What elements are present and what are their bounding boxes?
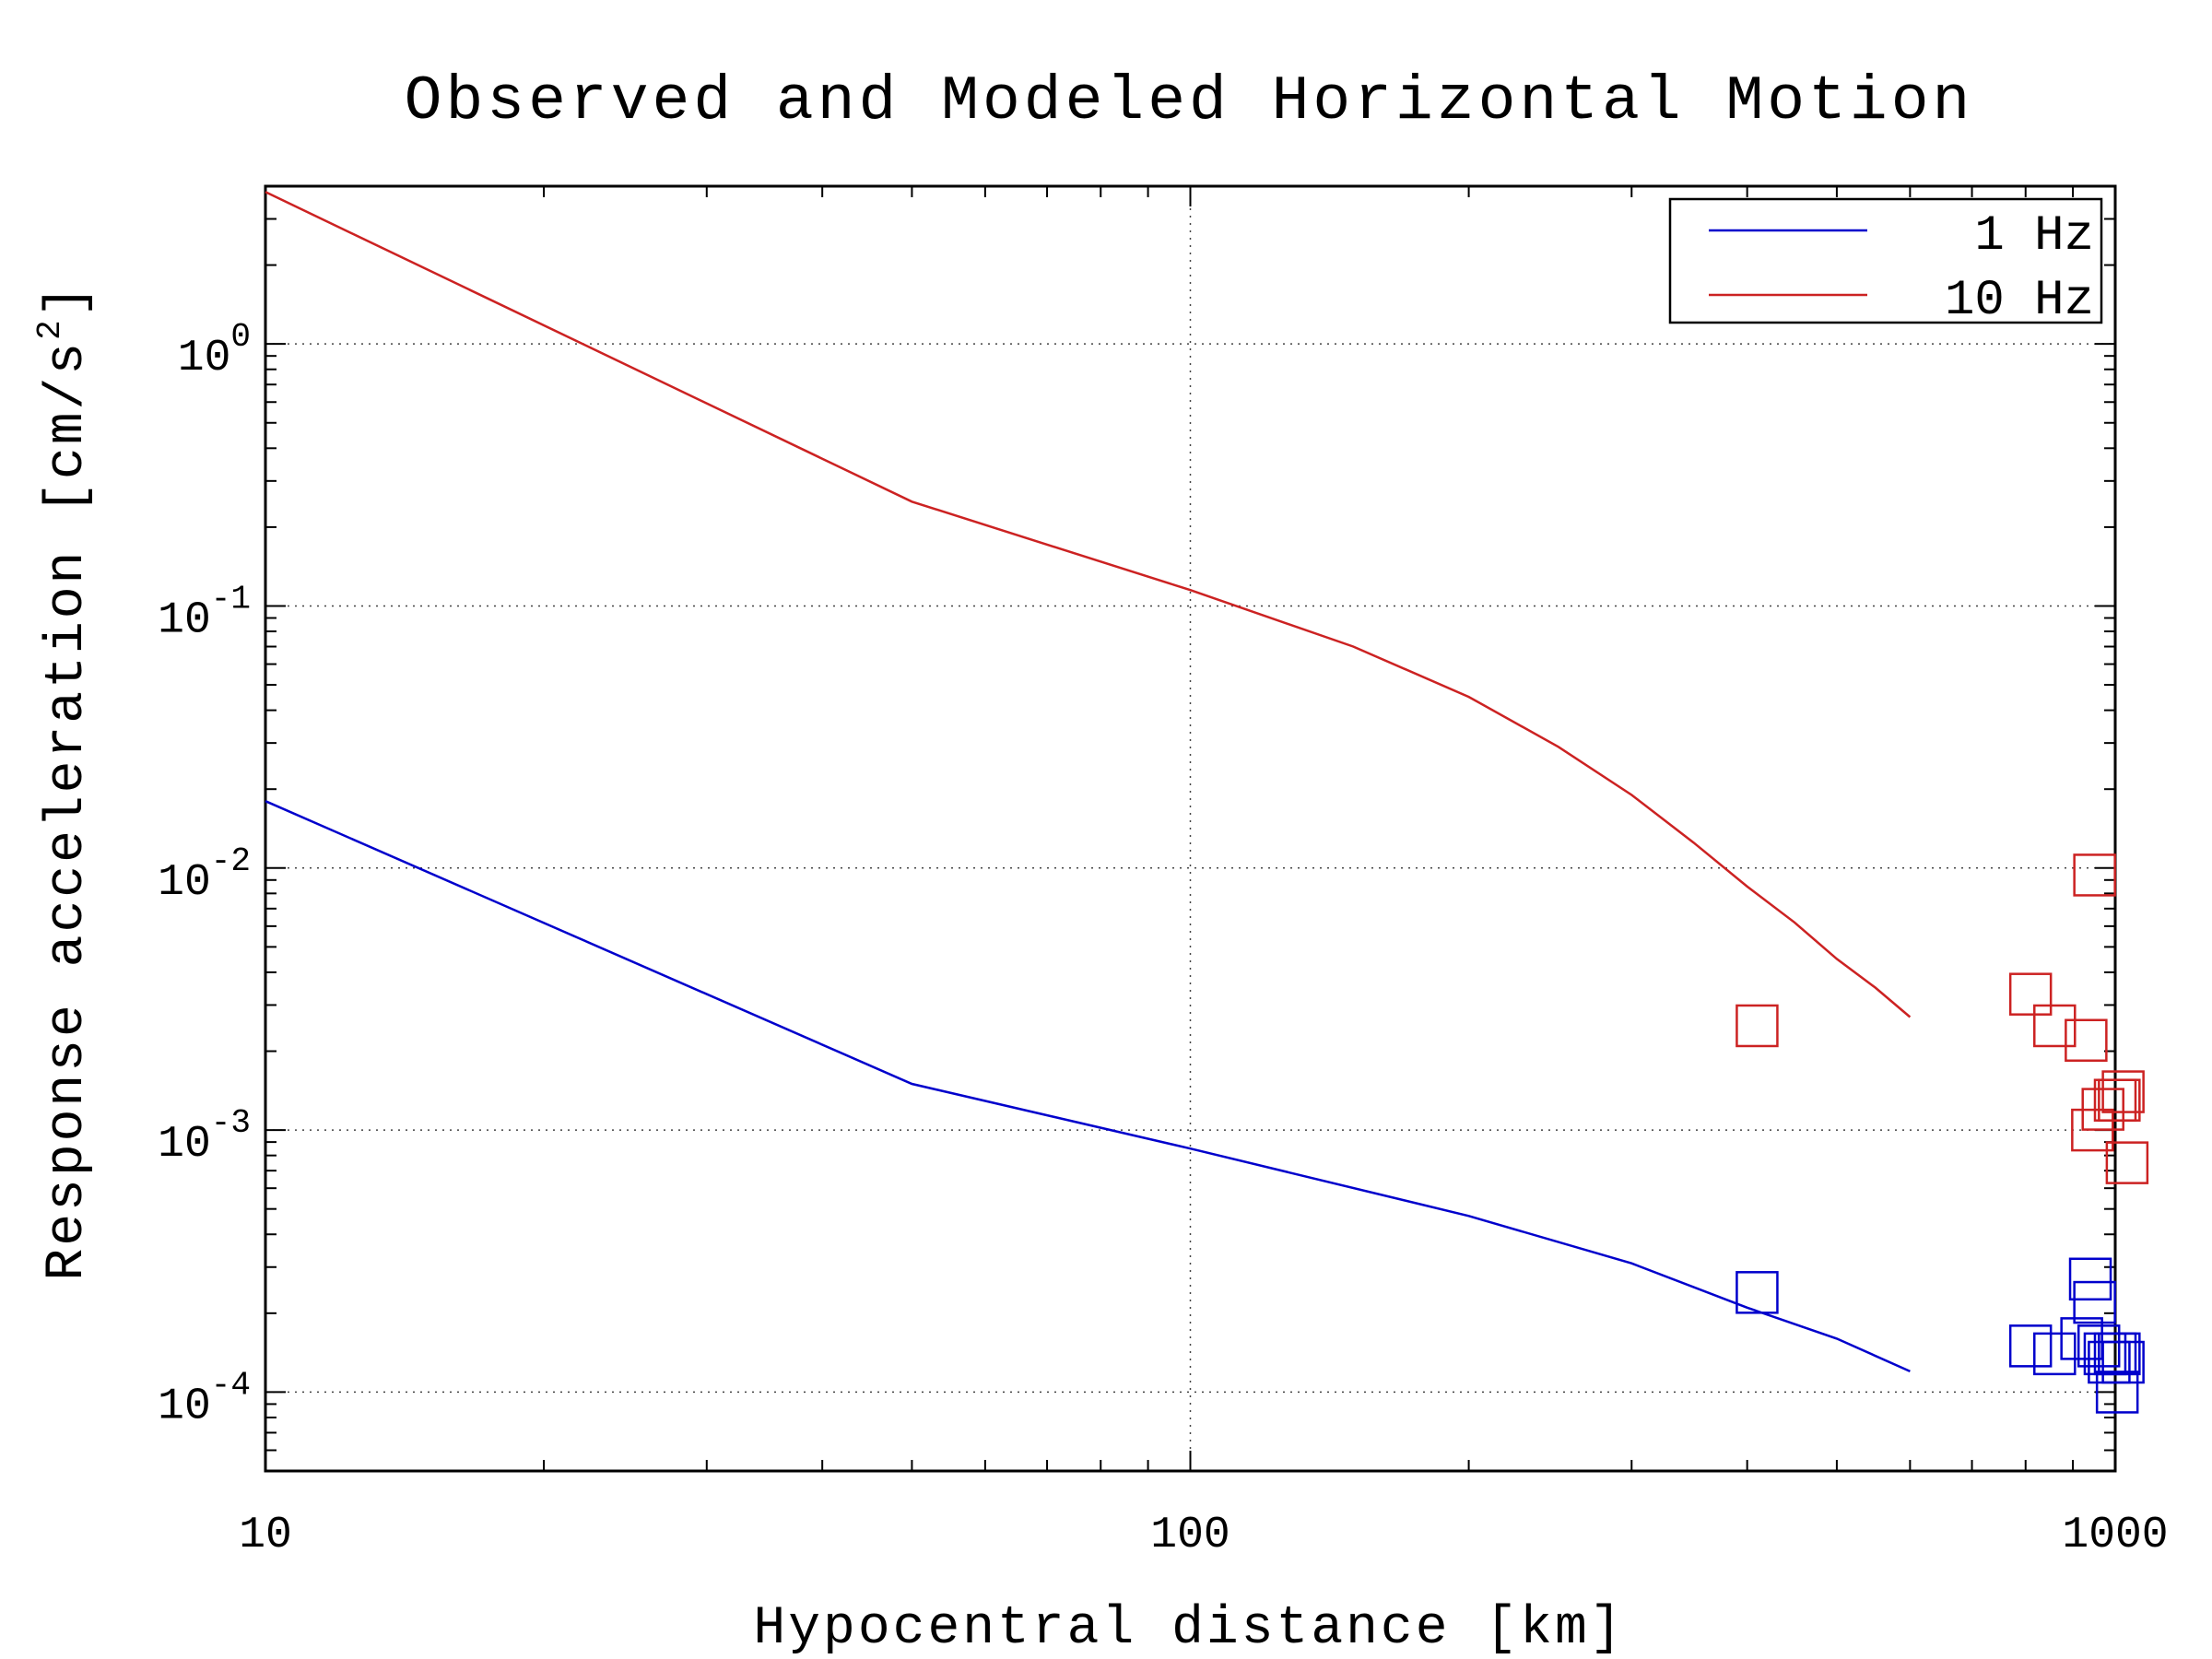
marker-point-3 (2098, 1078, 2141, 1122)
y-tick-label-exponent: -4 (211, 1366, 251, 1404)
marker-point-2 (1735, 1271, 1779, 1314)
y-tick-label-exponent: -1 (211, 580, 251, 618)
y-tick-label: 10-4 (158, 1366, 251, 1431)
y-axis-label-superscript: 2 (31, 317, 69, 340)
series-line-0 (265, 800, 1911, 1373)
marker-point-2 (2068, 1257, 2112, 1301)
marker-point-3 (2073, 853, 2116, 897)
legend-box (1668, 197, 2103, 324)
y-axis-label-end: ] (38, 282, 98, 317)
y-tick-label-base: 10 (158, 858, 211, 908)
x-tick-label: 1000 (2062, 1511, 2168, 1560)
marker-point-2 (2098, 1332, 2141, 1376)
marker-point-2 (2073, 1280, 2116, 1324)
y-tick-label-base: 10 (158, 1382, 211, 1431)
y-axis-label: Response acceleration [cm/s2] (31, 282, 98, 1280)
x-tick-label: 10 (239, 1511, 292, 1560)
y-tick-label-base: 10 (178, 334, 231, 383)
marker-point-3 (2065, 1018, 2108, 1062)
legend: 1 Hz 10 Hz (1668, 197, 2103, 329)
chart-title: Observed and Modeled Horizontal Motion (405, 66, 1974, 137)
legend-label: 10 Hz (1945, 273, 2094, 329)
y-tick-label: 10-1 (158, 580, 251, 645)
y-tick-label-exponent: 0 (230, 318, 251, 356)
y-tick-label: 10-3 (158, 1104, 251, 1170)
marker-point-2 (2033, 1332, 2077, 1376)
marker-point-3 (2101, 1070, 2145, 1113)
series (265, 191, 2149, 1414)
axis-ticks (265, 185, 2116, 1472)
grid-lines (265, 186, 2115, 1471)
marker-point-2 (2101, 1340, 2145, 1384)
marker-point-3 (1735, 1004, 1779, 1048)
y-tick-label: 100 (178, 318, 251, 383)
y-tick-label-base: 10 (158, 595, 211, 645)
y-tick-label: 10-2 (158, 842, 251, 908)
series-line-1 (265, 191, 1912, 1018)
legend-label: 1 Hz (1974, 208, 2094, 265)
y-tick-label-exponent: -2 (211, 842, 251, 880)
x-axis-label: Hypocentral distance [km] (753, 1599, 1624, 1659)
marker-point-2 (2095, 1371, 2139, 1414)
x-tick-label: 100 (1150, 1511, 1230, 1560)
y-tick-label-exponent: -3 (211, 1104, 251, 1142)
marker-point-2 (2060, 1317, 2103, 1360)
marker-point-2 (2008, 1324, 2053, 1368)
y-tick-label-base: 10 (158, 1120, 211, 1170)
y-axis-label-main: Response acceleration [cm/s (38, 340, 98, 1281)
marker-point-3 (2033, 1004, 2077, 1048)
marker-point-3 (2008, 972, 2053, 1016)
marker-point-3 (2105, 1141, 2149, 1184)
